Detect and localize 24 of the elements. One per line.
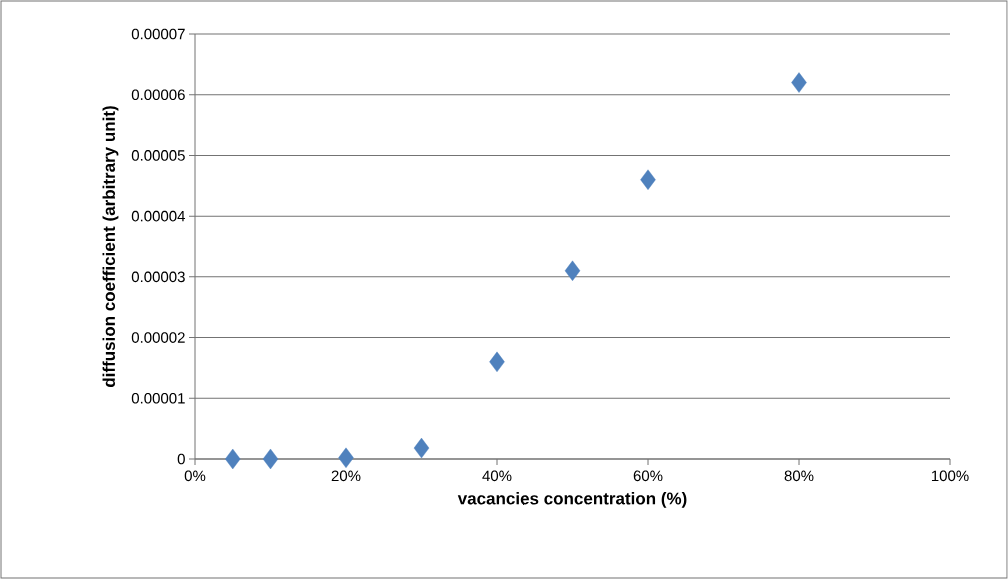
y-tick-label: 0.00007	[131, 28, 185, 40]
y-tick-label: 0	[177, 453, 185, 465]
y-axis-title: diffusion coefficient (arbitrary unit)	[102, 106, 119, 388]
x-tick-label: 60%	[633, 470, 663, 482]
y-tick-label: 0.00005	[131, 150, 185, 161]
point	[564, 260, 581, 281]
x-tick-label: 100%	[931, 470, 969, 482]
point	[338, 447, 354, 468]
point	[640, 169, 656, 190]
x-tick-label: 80%	[784, 470, 814, 482]
point	[262, 448, 279, 470]
y-tick-label: 0.00004	[131, 210, 186, 222]
point	[413, 437, 430, 459]
y-tick-label: 0.00006	[131, 89, 185, 101]
point	[489, 351, 505, 373]
x-tick-label: 40%	[482, 470, 512, 482]
x-tick-label: 0%	[184, 470, 206, 482]
point	[225, 448, 241, 470]
point	[791, 72, 807, 93]
x-axis-title: vacancies concentration (%)	[457, 492, 687, 508]
x-tick-label: 20%	[331, 470, 361, 482]
y-tick-label: 0.00002	[131, 332, 185, 343]
y-tick-label: 0.00003	[131, 271, 185, 283]
y-tick-label: 0.00001	[131, 392, 185, 404]
